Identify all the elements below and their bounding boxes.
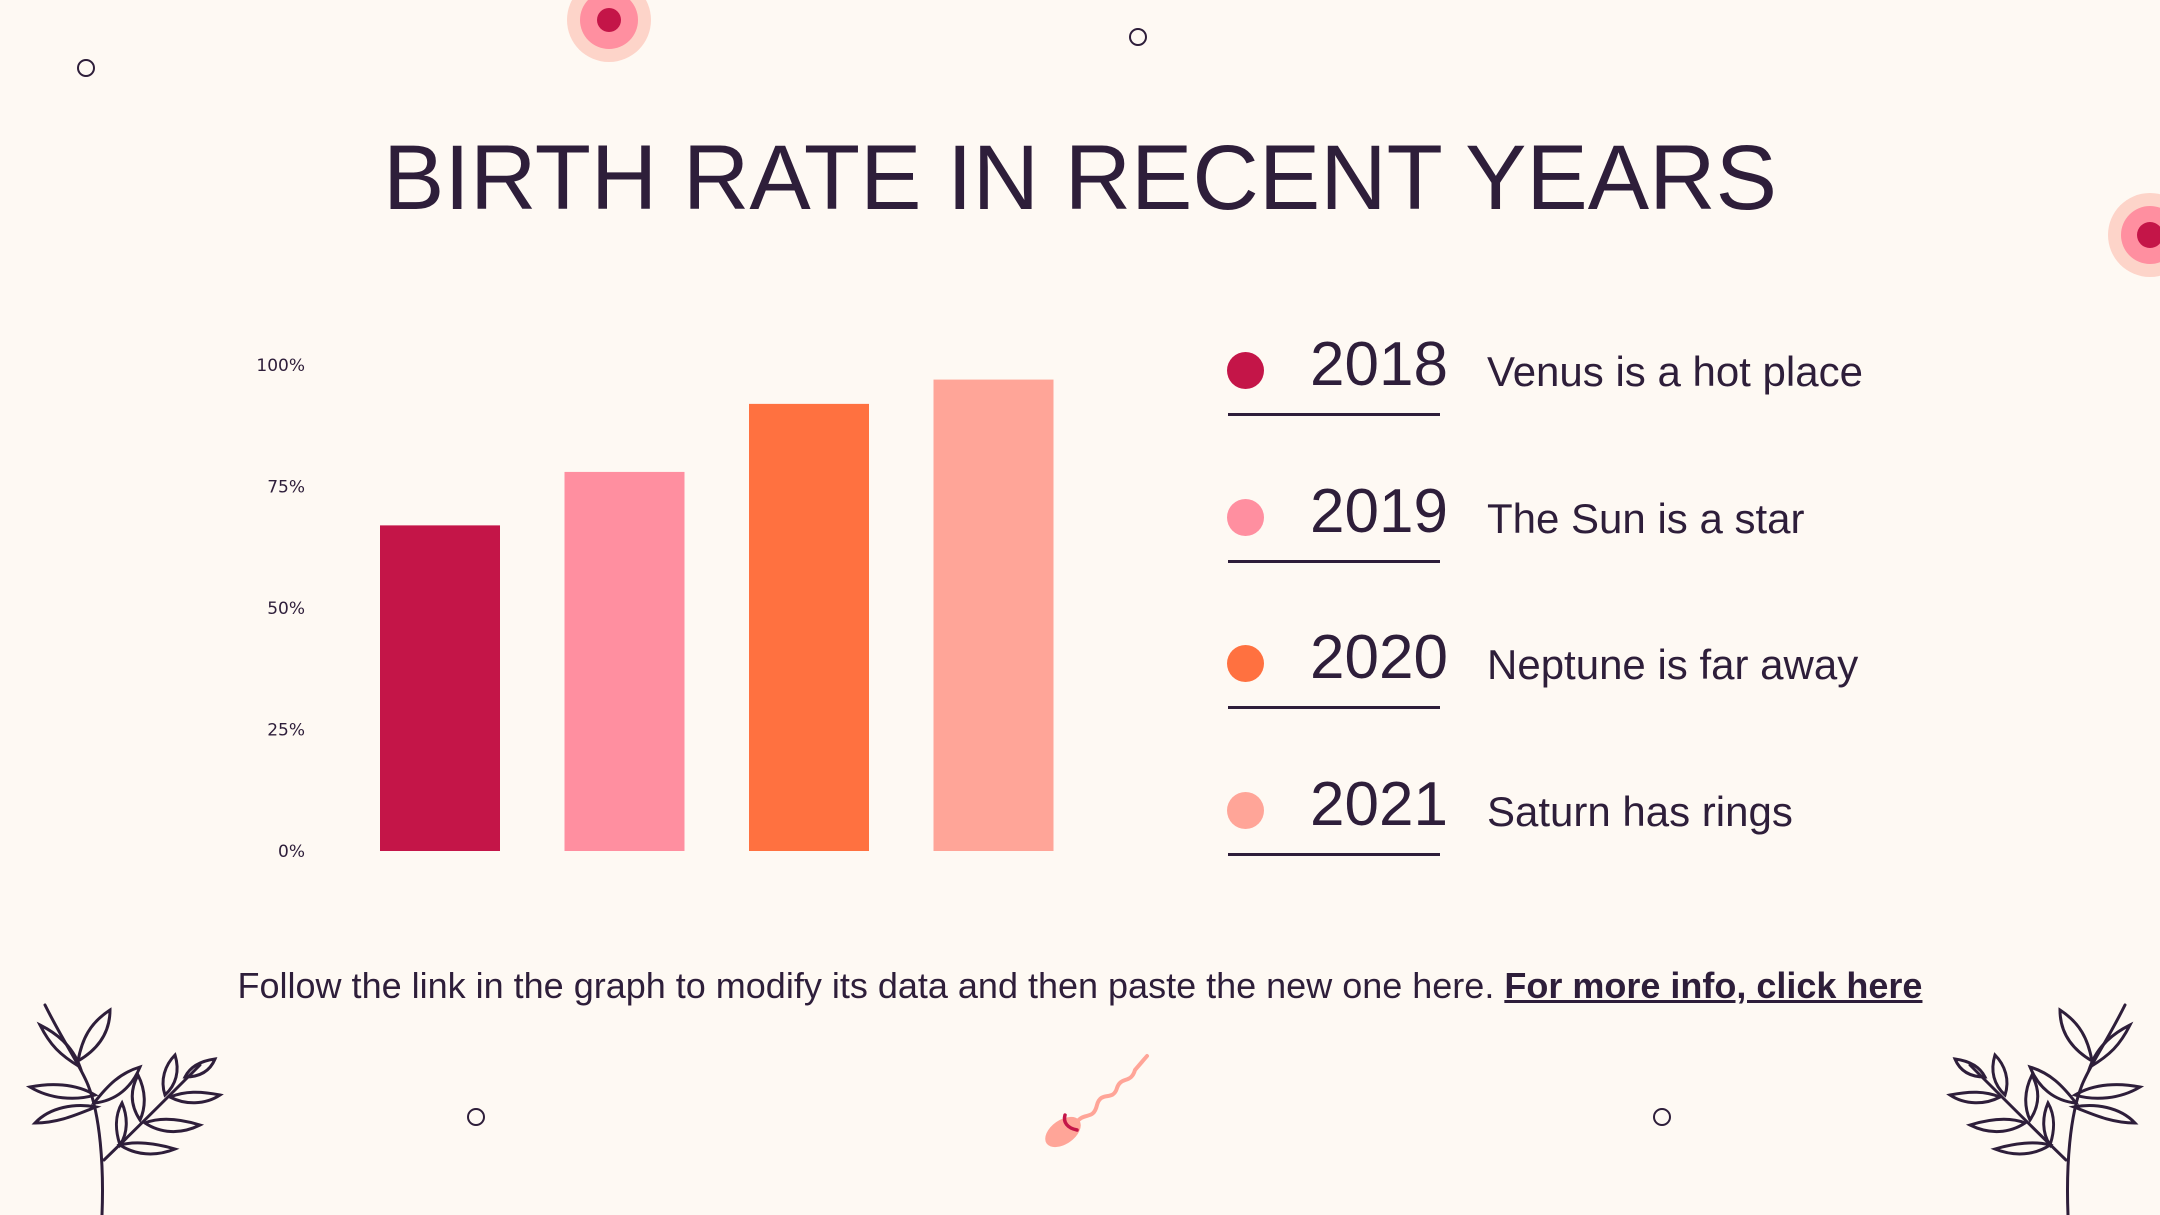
legend-year: 2021 — [1310, 770, 1448, 839]
legend-description: Venus is a hot place — [1487, 348, 1863, 395]
legend-dot — [1227, 645, 1264, 682]
legend-item-2018: 2018 Venus is a hot place — [1225, 330, 1925, 420]
legend-dot — [1227, 352, 1264, 389]
footnote-text: Follow the link in the graph to modify i… — [237, 965, 1495, 1006]
target-decoration-top — [567, 0, 651, 62]
legend-description: Saturn has rings — [1487, 788, 1793, 835]
bar-2019 — [564, 471, 685, 851]
y-tick-label: 0% — [278, 842, 305, 862]
small-circle-decoration — [1129, 28, 1147, 46]
y-tick-label: 75% — [267, 478, 305, 498]
y-tick-label: 50% — [267, 599, 305, 619]
y-tick-label: 25% — [267, 721, 305, 741]
legend-year: 2020 — [1310, 623, 1448, 692]
legend-dot — [1227, 792, 1264, 829]
sperm-icon — [1045, 1054, 1149, 1148]
leaf-sprig-left-icon — [25, 1003, 224, 1215]
small-circle-decoration — [1653, 1108, 1671, 1126]
legend-year: 2018 — [1310, 330, 1448, 399]
legend-underline — [1228, 706, 1440, 709]
bar-2020 — [749, 403, 869, 851]
legend-dot — [1227, 499, 1264, 536]
y-tick-label: 100% — [256, 356, 305, 376]
legend-description: Neptune is far away — [1487, 641, 1859, 688]
legend-underline — [1228, 413, 1440, 416]
bar-chart: 0% 25% 50% 75% 100% — [256, 356, 1054, 862]
legend-item-2019: 2019 The Sun is a star — [1225, 477, 1925, 567]
legend-item-2020: 2020 Neptune is far away — [1225, 623, 1925, 713]
legend-description: The Sun is a star — [1487, 495, 1805, 542]
legend-year: 2019 — [1310, 477, 1448, 546]
legend-item-2021: 2021 Saturn has rings — [1225, 770, 1925, 860]
small-circle-decoration — [77, 59, 95, 77]
bar-2021 — [933, 379, 1054, 851]
target-decoration-right — [2108, 193, 2160, 277]
bar-2018 — [380, 525, 500, 851]
legend-underline — [1228, 853, 1440, 856]
small-circle-decoration — [467, 1108, 485, 1126]
leaf-sprig-right-icon — [1946, 1003, 2145, 1215]
footnote: Follow the link in the graph to modify i… — [0, 965, 2160, 1007]
page-title: BIRTH RATE IN RECENT YEARS — [383, 127, 1777, 229]
more-info-link[interactable]: For more info, click here — [1504, 965, 1923, 1006]
legend-underline — [1228, 560, 1440, 563]
